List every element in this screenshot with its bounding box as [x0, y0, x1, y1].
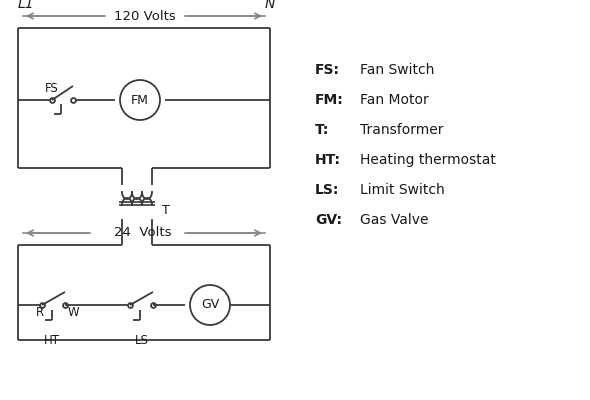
Text: FS: FS: [45, 82, 59, 94]
Text: LS: LS: [135, 334, 149, 346]
Text: Limit Switch: Limit Switch: [360, 183, 445, 197]
Text: L1: L1: [18, 0, 35, 11]
Text: GV: GV: [201, 298, 219, 312]
Text: FM:: FM:: [315, 93, 344, 107]
Text: R: R: [36, 306, 44, 320]
Text: T: T: [162, 204, 170, 216]
Text: LS:: LS:: [315, 183, 339, 197]
Text: 24  Volts: 24 Volts: [114, 226, 172, 240]
Text: Fan Motor: Fan Motor: [360, 93, 429, 107]
Text: Fan Switch: Fan Switch: [360, 63, 434, 77]
Circle shape: [120, 80, 160, 120]
Text: N: N: [265, 0, 275, 11]
Text: Gas Valve: Gas Valve: [360, 213, 428, 227]
Text: HT: HT: [44, 334, 60, 346]
Text: W: W: [67, 306, 79, 320]
Text: GV:: GV:: [315, 213, 342, 227]
Text: Transformer: Transformer: [360, 123, 444, 137]
Text: T:: T:: [315, 123, 329, 137]
Text: HT:: HT:: [315, 153, 341, 167]
Text: Heating thermostat: Heating thermostat: [360, 153, 496, 167]
Text: FS:: FS:: [315, 63, 340, 77]
Text: 120 Volts: 120 Volts: [114, 10, 176, 22]
Circle shape: [190, 285, 230, 325]
Text: FM: FM: [131, 94, 149, 106]
